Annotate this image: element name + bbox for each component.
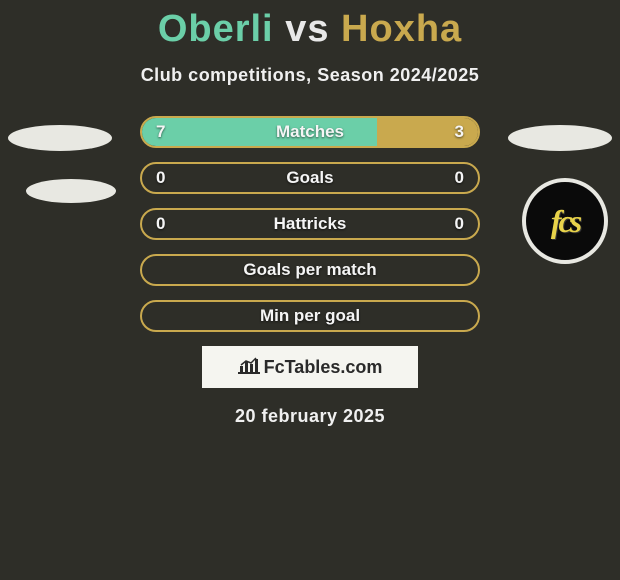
stat-label: Goals [142, 168, 478, 188]
chart-icon [238, 356, 260, 379]
subtitle: Club competitions, Season 2024/2025 [141, 65, 480, 86]
watermark-text: FcTables.com [264, 357, 383, 378]
comparison-card: Oberli vs Hoxha Club competitions, Seaso… [0, 0, 620, 427]
watermark: FcTables.com [202, 346, 418, 388]
title-vs: vs [285, 8, 329, 50]
stat-row: 00Hattricks [140, 208, 480, 240]
stat-label: Goals per match [142, 260, 478, 280]
stat-label: Min per goal [142, 306, 478, 326]
title: Oberli vs Hoxha [158, 8, 462, 51]
stats-list: 73Matches 00Goals 00Hattricks Goals per mat… [0, 116, 620, 332]
date: 20 february 2025 [235, 406, 385, 427]
player2-name: Hoxha [341, 8, 462, 50]
stat-row: 00Goals [140, 162, 480, 194]
stat-label: Matches [142, 122, 478, 142]
stat-row: Goals per match [140, 254, 480, 286]
player1-name: Oberli [158, 8, 274, 50]
stat-label: Hattricks [142, 214, 478, 234]
stat-row: Min per goal [140, 300, 480, 332]
stat-row: 73Matches [140, 116, 480, 148]
